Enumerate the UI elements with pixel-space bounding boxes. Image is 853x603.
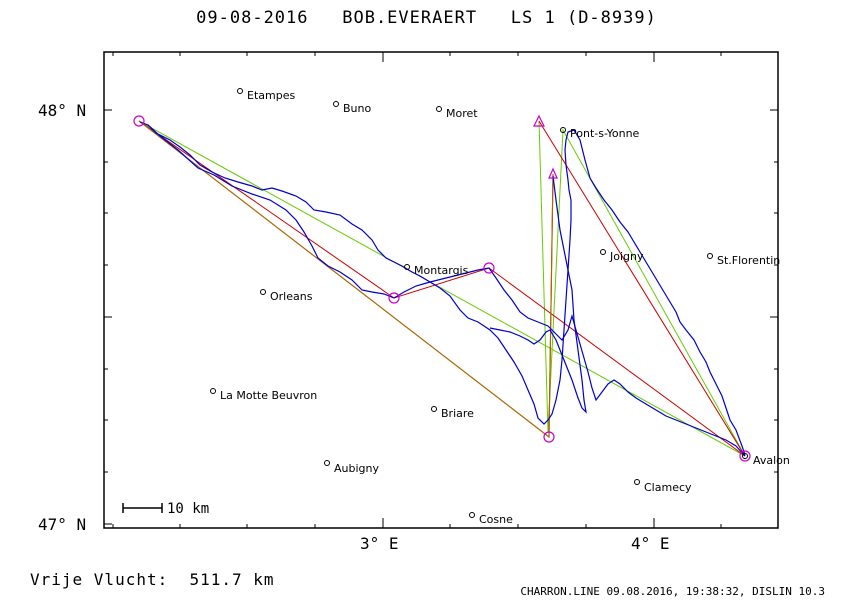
- turnpoint-start-marker: [133, 115, 145, 127]
- flight-date: 09-08-2016: [196, 8, 309, 28]
- city-pont-s-yonne: Pont-s-Yonne: [560, 127, 640, 140]
- gps-track-3: [489, 175, 587, 414]
- map-frame: [103, 51, 779, 529]
- lon-label-3: 3° E: [360, 534, 399, 553]
- city-moret: Moret: [436, 106, 478, 120]
- flight-title: 09-08-2016 BOB.EVERAERT LS 1 (D-8939): [0, 8, 853, 28]
- city-orleans: Orleans: [260, 289, 313, 303]
- city-briare: Briare: [431, 406, 474, 420]
- finish-triangle-marker: [548, 167, 558, 179]
- turnpoint-2-marker: [483, 262, 495, 274]
- city-label-cosne: Cosne: [479, 513, 513, 526]
- city-label-pont-s-yonne: Pont-s-Yonne: [570, 127, 640, 140]
- gps-track-2: [147, 124, 746, 457]
- city-label-aubigny: Aubigny: [334, 462, 379, 475]
- city-cosne: Cosne: [469, 512, 513, 526]
- distance-readout: Vrije Vlucht: 511.7 km: [30, 570, 275, 589]
- city-buno: Buno: [333, 101, 371, 115]
- city-avalon: Avalon: [742, 453, 790, 467]
- city-st-florentin: St.Florentin: [707, 253, 780, 267]
- city-label-briare: Briare: [441, 407, 474, 420]
- city-label-la-motte-beuvron: La Motte Beuvron: [220, 389, 317, 402]
- city-label-avalon: Avalon: [753, 454, 790, 467]
- lat-label-47: 47° N: [38, 515, 86, 534]
- pilot-name: BOB.EVERAERT: [342, 8, 478, 28]
- glider-id: LS 1 (D-8939): [510, 8, 657, 28]
- turnpoint-4-marker: [739, 450, 751, 462]
- city-label-etampes: Etampes: [247, 89, 295, 102]
- city-label-orleans: Orleans: [270, 290, 313, 303]
- cities: Etampes Buno Moret Pont-s-Yonne Joigny S…: [210, 88, 790, 526]
- turnpoint-3-marker: [543, 431, 555, 443]
- city-label-moret: Moret: [446, 107, 478, 120]
- turnpoints: [133, 114, 751, 462]
- bottom-ticks: [112, 52, 722, 528]
- leg-brown: [138, 120, 554, 439]
- city-la-motte-beuvron: La Motte Beuvron: [210, 388, 317, 402]
- city-joigny: Joigny: [600, 249, 644, 263]
- city-label-clamecy: Clamecy: [644, 481, 692, 494]
- city-label-st-florentin: St.Florentin: [717, 254, 780, 267]
- direct-line-green: [138, 120, 746, 457]
- city-etampes: Etampes: [237, 88, 295, 102]
- city-aubigny: Aubigny: [324, 460, 379, 475]
- start-triangle-marker: [533, 114, 545, 127]
- city-label-buno: Buno: [343, 102, 371, 115]
- gps-track: [139, 121, 746, 456]
- direct-line-green-3: [538, 120, 549, 433]
- software-info: CHARRON.LINE 09.08.2016, 19:38:32, DISLI…: [520, 585, 825, 598]
- city-montargis: Montargis: [404, 264, 469, 277]
- city-label-montargis: Montargis: [414, 264, 469, 277]
- city-label-joigny: Joigny: [609, 250, 644, 263]
- lat-label-48: 48° N: [38, 101, 86, 120]
- scale-label: 10 km: [167, 501, 209, 517]
- left-ticks: [104, 109, 778, 525]
- scale-bar: [122, 503, 163, 513]
- city-clamecy: Clamecy: [634, 479, 692, 494]
- lon-label-4: 4° E: [631, 534, 670, 553]
- turnpoint-1-marker: [388, 292, 400, 304]
